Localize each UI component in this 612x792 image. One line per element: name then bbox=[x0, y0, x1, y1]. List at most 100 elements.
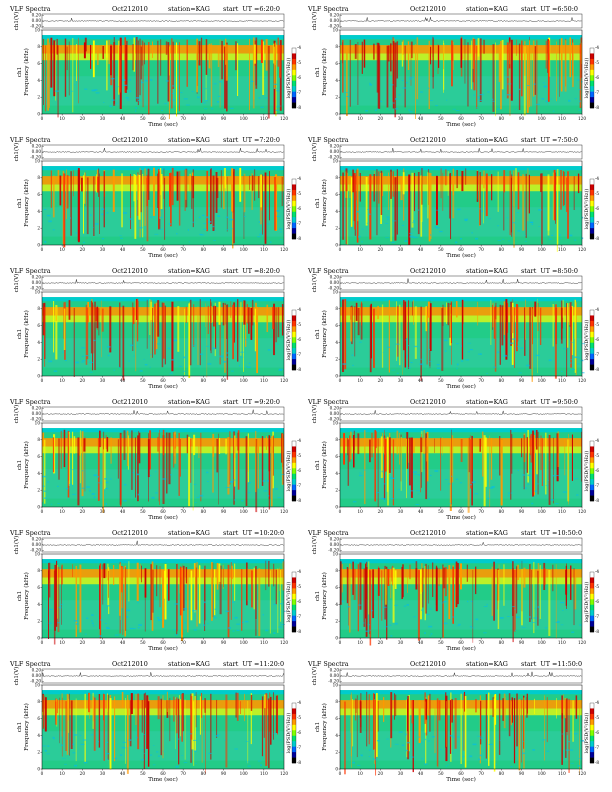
x-tick-label: 40 bbox=[418, 640, 424, 645]
spectrogram-speckle bbox=[560, 237, 562, 239]
x-tick-label: 20 bbox=[378, 247, 384, 252]
header-start-time: start UT =11:20:0 bbox=[223, 660, 284, 668]
spectrogram-speckle bbox=[527, 85, 530, 87]
spectrogram-streak bbox=[539, 565, 541, 619]
spectrogram-streak bbox=[168, 45, 170, 120]
spectrogram-speckle bbox=[176, 233, 178, 235]
spectrogram-speckle bbox=[560, 602, 565, 604]
spectrogram-streak bbox=[70, 171, 72, 236]
waveform-tick-label: 0.20 bbox=[330, 668, 340, 673]
spectrogram-speckle bbox=[136, 346, 138, 347]
spectrogram-streak bbox=[176, 42, 178, 117]
colorbar-label: log(PSD(V²/Hz)) bbox=[583, 582, 590, 623]
spectrogram-top-band bbox=[340, 559, 582, 564]
spectrogram-speckle bbox=[151, 496, 155, 499]
spectrogram-streak bbox=[401, 566, 403, 599]
spectrogram-streak bbox=[501, 40, 504, 90]
colorbar-segment bbox=[292, 206, 296, 213]
spectrogram-streak bbox=[457, 563, 459, 605]
spectrogram-streak bbox=[272, 435, 274, 476]
spectrogram-streak bbox=[511, 174, 513, 237]
spectrogram-speckle bbox=[516, 616, 520, 619]
waveform-tick-label: 0.00 bbox=[32, 18, 42, 23]
spectrogram-speckle bbox=[89, 356, 91, 358]
colorbar-tick-label: -8 bbox=[595, 367, 599, 372]
colorbar-label: log(PSD(V²/Hz)) bbox=[285, 713, 292, 754]
spectrogram-speckle bbox=[149, 366, 151, 368]
spectrogram-streak bbox=[355, 698, 357, 713]
colorbar-tick-label: -4 bbox=[297, 569, 301, 574]
spectrogram-streak bbox=[178, 171, 181, 226]
spectrogram-streak bbox=[50, 37, 53, 88]
spectrogram-speckle bbox=[545, 100, 548, 103]
spectrogram-streak bbox=[107, 694, 109, 760]
x-tick-label: 50 bbox=[140, 247, 146, 252]
colorbar-segment bbox=[590, 703, 594, 709]
colorbar-tick-label: -8 bbox=[297, 498, 301, 503]
spectrogram-streak bbox=[480, 700, 482, 745]
spectrogram-speckle bbox=[62, 758, 66, 759]
spectrogram-streak bbox=[253, 37, 255, 100]
spectrogram-streak bbox=[399, 304, 401, 366]
spectrogram-streak bbox=[247, 433, 249, 483]
spectrogram-speckle bbox=[136, 473, 140, 476]
spectrogram-speckle bbox=[258, 221, 261, 223]
spectrogram-streak bbox=[239, 167, 242, 202]
spectrogram-streak bbox=[475, 566, 477, 595]
colorbar-tick-label: -6 bbox=[595, 75, 599, 80]
spectrogram-speckle bbox=[428, 731, 430, 733]
x-tick-label: 40 bbox=[120, 247, 126, 252]
spectrogram-streak bbox=[261, 696, 264, 757]
spectrogram-streak bbox=[556, 698, 557, 719]
header-date: Oct212010 bbox=[410, 267, 446, 275]
spectrogram-speckle bbox=[478, 353, 482, 355]
spectrogram-cutoff bbox=[340, 30, 582, 36]
colorbar-segment bbox=[292, 102, 296, 109]
spectrogram-speckle bbox=[122, 79, 126, 81]
colorbar-tick-label: -8 bbox=[297, 367, 301, 372]
spectrogram-speckle bbox=[54, 90, 59, 92]
spectrogram-streak bbox=[55, 701, 57, 725]
spectrogram-streak bbox=[177, 563, 178, 632]
spectrogram-streak bbox=[437, 698, 439, 768]
spectrogram-speckle bbox=[372, 758, 375, 760]
spectrogram-speckle bbox=[279, 739, 282, 741]
spectrogram-streak bbox=[560, 38, 563, 92]
spectrogram-speckle bbox=[213, 239, 216, 241]
spectrogram-speckle bbox=[577, 765, 581, 767]
colorbar-segment bbox=[292, 441, 296, 447]
spectrogram-streak bbox=[227, 564, 230, 638]
spectrogram-streak bbox=[164, 305, 166, 365]
spectrogram-speckle bbox=[529, 616, 531, 618]
spectrogram-streak bbox=[261, 436, 264, 486]
spectrogram-streak bbox=[125, 698, 126, 764]
x-tick-label: 30 bbox=[398, 378, 404, 383]
spectrogram-streak bbox=[529, 40, 530, 108]
spectrogram-streak bbox=[225, 694, 228, 768]
spectrogram-speckle bbox=[230, 370, 234, 372]
colorbar-segment bbox=[292, 752, 296, 758]
header-station: station=KAG bbox=[466, 5, 508, 13]
spectrogram-streak bbox=[402, 305, 403, 375]
spectrogram-speckle bbox=[135, 97, 140, 99]
colorbar-tick-label: -8 bbox=[297, 105, 301, 110]
spectrogram-speckle bbox=[427, 740, 431, 742]
waveform-tick-label: -0.20 bbox=[30, 679, 41, 684]
colorbar-segment bbox=[292, 457, 296, 464]
spectrogram-streak bbox=[188, 303, 191, 378]
spectrogram-streak bbox=[175, 697, 176, 750]
spectrogram-streak bbox=[240, 701, 241, 714]
spectrogram-streak bbox=[464, 691, 466, 712]
spectrogram-streak bbox=[205, 698, 206, 774]
spectrogram-streak bbox=[345, 175, 347, 245]
spectrogram-streak bbox=[145, 692, 146, 708]
spectrogram-speckle bbox=[376, 740, 380, 742]
spectrogram-speckle bbox=[225, 356, 229, 358]
spectrogram-yellow-band bbox=[340, 184, 582, 192]
spectrogram-speckle bbox=[535, 354, 540, 357]
y-tick-label: 6 bbox=[37, 585, 40, 590]
spectrogram-streak bbox=[57, 170, 60, 183]
spectrogram-speckle bbox=[273, 87, 277, 89]
spectrogram-speckle bbox=[507, 616, 510, 617]
